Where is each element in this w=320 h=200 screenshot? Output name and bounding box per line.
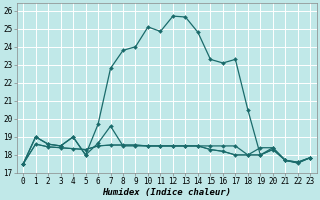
X-axis label: Humidex (Indice chaleur): Humidex (Indice chaleur)	[102, 188, 231, 197]
